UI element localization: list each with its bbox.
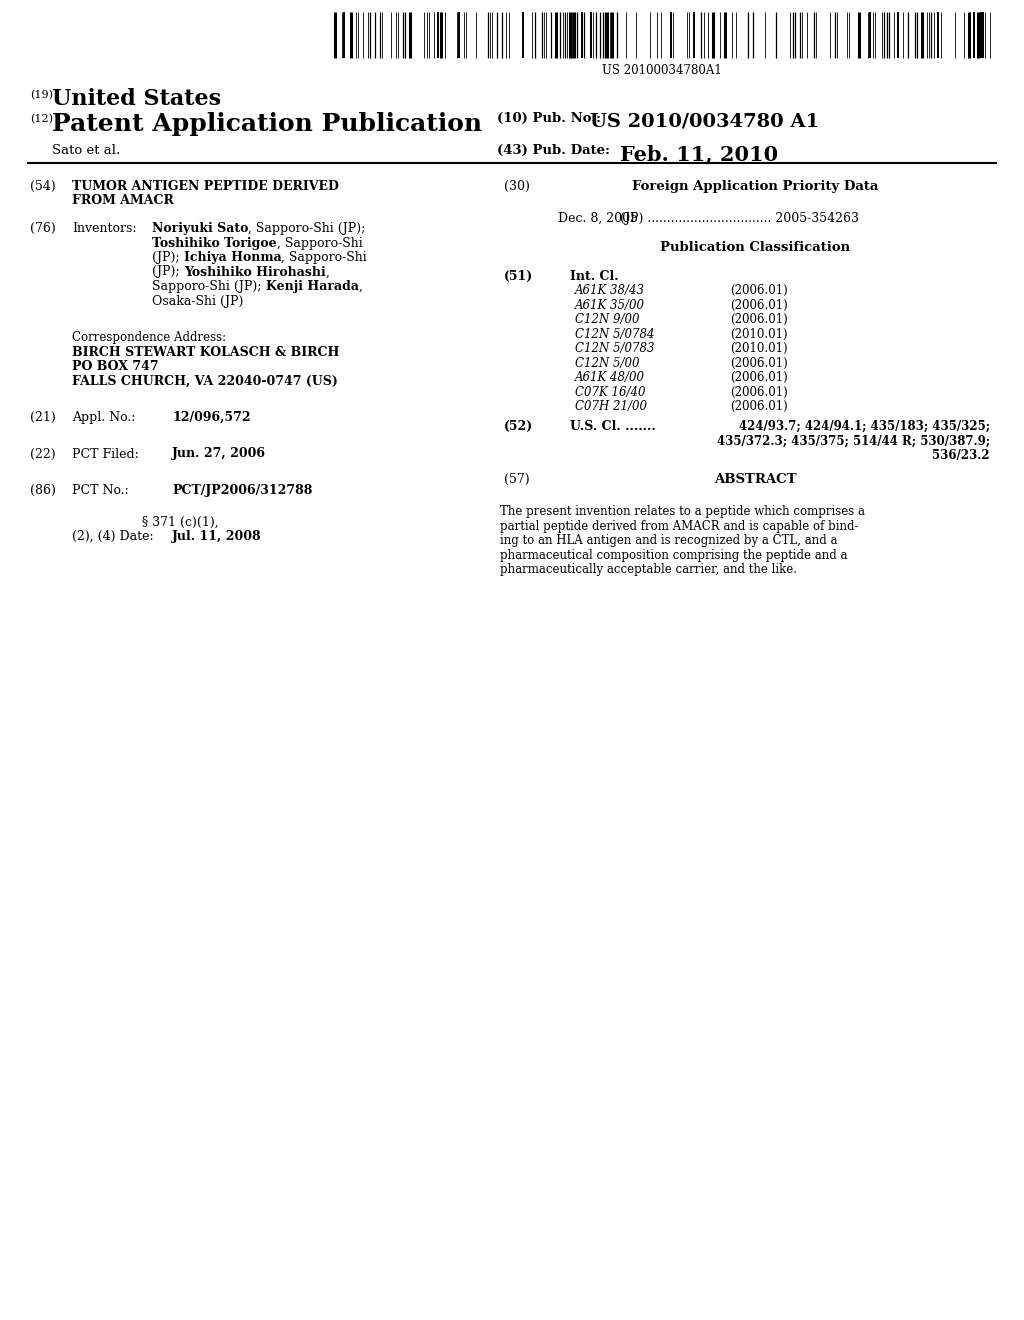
Text: (2006.01): (2006.01) — [730, 284, 787, 297]
Text: PCT No.:: PCT No.: — [72, 483, 129, 496]
Text: (2010.01): (2010.01) — [730, 342, 787, 355]
Text: pharmaceutical composition comprising the peptide and a: pharmaceutical composition comprising th… — [500, 549, 848, 562]
Text: § 371 (c)(1),: § 371 (c)(1), — [142, 516, 219, 528]
Text: Dec. 8, 2005: Dec. 8, 2005 — [558, 213, 638, 224]
Text: (2006.01): (2006.01) — [730, 385, 787, 399]
Text: PCT/JP2006/312788: PCT/JP2006/312788 — [172, 483, 312, 496]
Text: (52): (52) — [504, 420, 534, 433]
Text: Foreign Application Priority Data: Foreign Application Priority Data — [632, 180, 879, 193]
Text: (22): (22) — [30, 447, 55, 461]
Text: U.S. Cl. .......: U.S. Cl. ....... — [570, 420, 655, 433]
Text: Feb. 11, 2010: Feb. 11, 2010 — [620, 144, 778, 164]
Text: C12N 9/00: C12N 9/00 — [575, 313, 640, 326]
Text: C07K 16/40: C07K 16/40 — [575, 385, 645, 399]
Text: Noriyuki Sato: Noriyuki Sato — [152, 222, 249, 235]
Text: (57): (57) — [504, 474, 529, 486]
Text: , Sapporo-Shi: , Sapporo-Shi — [276, 236, 362, 249]
Text: (2006.01): (2006.01) — [730, 371, 787, 384]
Text: A61K 48/00: A61K 48/00 — [575, 371, 645, 384]
Text: ing to an HLA antigen and is recognized by a CTL, and a: ing to an HLA antigen and is recognized … — [500, 535, 838, 548]
Text: (21): (21) — [30, 412, 55, 424]
Text: Osaka-Shi (JP): Osaka-Shi (JP) — [152, 294, 244, 308]
Text: 536/23.2: 536/23.2 — [933, 449, 990, 462]
Text: C07H 21/00: C07H 21/00 — [575, 400, 647, 413]
Text: Inventors:: Inventors: — [72, 222, 136, 235]
Text: FALLS CHURCH, VA 22040-0747 (US): FALLS CHURCH, VA 22040-0747 (US) — [72, 375, 338, 388]
Text: 12/096,572: 12/096,572 — [172, 412, 251, 424]
Text: Sapporo-Shi (JP);: Sapporo-Shi (JP); — [152, 280, 265, 293]
Text: Kenji Harada: Kenji Harada — [265, 280, 358, 293]
Text: (2010.01): (2010.01) — [730, 327, 787, 341]
Text: US 20100034780A1: US 20100034780A1 — [602, 63, 722, 77]
Text: , Sapporo-Shi: , Sapporo-Shi — [282, 251, 368, 264]
Text: PCT Filed:: PCT Filed: — [72, 447, 138, 461]
Text: A61K 38/43: A61K 38/43 — [575, 284, 645, 297]
Text: C12N 5/0783: C12N 5/0783 — [575, 342, 654, 355]
Text: Appl. No.:: Appl. No.: — [72, 412, 135, 424]
Text: (43) Pub. Date:: (43) Pub. Date: — [497, 144, 610, 157]
Text: A61K 35/00: A61K 35/00 — [575, 298, 645, 312]
Text: Sato et al.: Sato et al. — [52, 144, 120, 157]
Text: (2006.01): (2006.01) — [730, 298, 787, 312]
Text: (JP) ................................ 2005-354263: (JP) ................................ 20… — [620, 213, 859, 224]
Text: Jun. 27, 2006: Jun. 27, 2006 — [172, 447, 266, 461]
Text: Ichiya Honma: Ichiya Honma — [183, 251, 282, 264]
Text: (2), (4) Date:: (2), (4) Date: — [72, 531, 154, 543]
Text: (54): (54) — [30, 180, 55, 193]
Text: United States: United States — [52, 88, 221, 110]
Text: (10) Pub. No.:: (10) Pub. No.: — [497, 112, 605, 125]
Text: ABSTRACT: ABSTRACT — [714, 474, 797, 486]
Text: BIRCH STEWART KOLASCH & BIRCH: BIRCH STEWART KOLASCH & BIRCH — [72, 346, 339, 359]
Text: (12): (12) — [30, 114, 53, 124]
Text: (2006.01): (2006.01) — [730, 400, 787, 413]
Text: Int. Cl.: Int. Cl. — [570, 269, 618, 282]
Text: ,: , — [326, 265, 330, 279]
Text: (19): (19) — [30, 90, 53, 100]
Text: (51): (51) — [504, 269, 534, 282]
Text: pharmaceutically acceptable carrier, and the like.: pharmaceutically acceptable carrier, and… — [500, 564, 797, 577]
Text: Toshihiko Torigoe: Toshihiko Torigoe — [152, 236, 276, 249]
Text: Correspondence Address:: Correspondence Address: — [72, 331, 226, 345]
Text: ,: , — [358, 280, 362, 293]
Text: (30): (30) — [504, 180, 529, 193]
Text: , Sapporo-Shi (JP);: , Sapporo-Shi (JP); — [249, 222, 366, 235]
Text: C12N 5/00: C12N 5/00 — [575, 356, 640, 370]
Text: (2006.01): (2006.01) — [730, 313, 787, 326]
Text: partial peptide derived from AMACR and is capable of bind-: partial peptide derived from AMACR and i… — [500, 520, 858, 533]
Text: (JP);: (JP); — [152, 265, 183, 279]
Text: PO BOX 747: PO BOX 747 — [72, 360, 159, 374]
Text: TUMOR ANTIGEN PEPTIDE DERIVED: TUMOR ANTIGEN PEPTIDE DERIVED — [72, 180, 339, 193]
Text: 424/93.7; 424/94.1; 435/183; 435/325;: 424/93.7; 424/94.1; 435/183; 435/325; — [739, 420, 990, 433]
Text: Yoshihiko Hirohashi: Yoshihiko Hirohashi — [183, 265, 326, 279]
Text: The present invention relates to a peptide which comprises a: The present invention relates to a pepti… — [500, 506, 865, 519]
Text: (2006.01): (2006.01) — [730, 356, 787, 370]
Text: Patent Application Publication: Patent Application Publication — [52, 112, 482, 136]
Text: US 2010/0034780 A1: US 2010/0034780 A1 — [590, 112, 819, 129]
Text: Publication Classification: Publication Classification — [659, 242, 850, 253]
Text: FROM AMACR: FROM AMACR — [72, 194, 174, 207]
Text: 435/372.3; 435/375; 514/44 R; 530/387.9;: 435/372.3; 435/375; 514/44 R; 530/387.9; — [717, 434, 990, 447]
Text: (86): (86) — [30, 483, 56, 496]
Text: C12N 5/0784: C12N 5/0784 — [575, 327, 654, 341]
Text: Jul. 11, 2008: Jul. 11, 2008 — [172, 531, 261, 543]
Text: (JP);: (JP); — [152, 251, 183, 264]
Text: (76): (76) — [30, 222, 55, 235]
